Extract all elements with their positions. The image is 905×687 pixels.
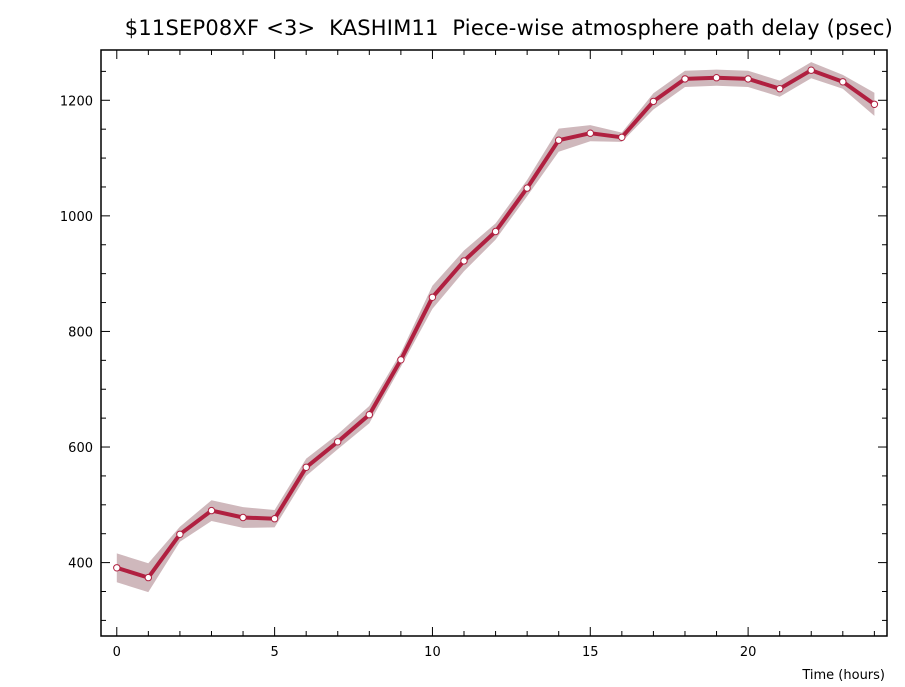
data-point xyxy=(744,75,752,83)
x-tick-label: 10 xyxy=(424,645,441,660)
data-point xyxy=(113,564,121,572)
data-point xyxy=(428,293,437,301)
x-tick-label: 5 xyxy=(270,645,278,660)
data-point xyxy=(334,438,342,446)
data-point xyxy=(555,136,563,144)
chart-title: $11SEP08XF <3> KASHIM11 Piece-wise atmos… xyxy=(124,16,893,40)
data-point xyxy=(302,463,310,471)
series-line-layer xyxy=(116,68,876,580)
data-point xyxy=(460,257,468,265)
data-point xyxy=(523,184,531,192)
x-tick-label: 20 xyxy=(740,645,757,660)
uncertainty-band-0 xyxy=(116,62,875,593)
uncertainty-band-layer xyxy=(116,62,875,593)
data-point xyxy=(239,513,247,522)
data-point xyxy=(649,97,658,106)
axis-ticks: 0 5 10 15 20 400 600 800 1000 1200 xyxy=(60,50,887,660)
data-point xyxy=(712,74,721,82)
data-point xyxy=(870,100,879,109)
data-point xyxy=(618,133,626,142)
data-point xyxy=(807,66,815,74)
data-point xyxy=(776,85,784,93)
series-line-0 xyxy=(116,68,876,580)
x-tick-label: 0 xyxy=(113,645,121,660)
data-point xyxy=(207,506,216,515)
plot-frame-rect xyxy=(100,49,888,637)
data-points xyxy=(113,66,879,582)
y-tick-label: 600 xyxy=(68,441,93,456)
data-point xyxy=(270,515,279,523)
y-tick-label: 1000 xyxy=(60,210,93,225)
data-point xyxy=(681,75,689,83)
data-point xyxy=(491,227,500,236)
data-point xyxy=(365,411,373,419)
data-point xyxy=(176,530,184,538)
x-tick-label: 15 xyxy=(582,645,599,660)
y-tick-label: 1200 xyxy=(60,94,93,109)
data-point xyxy=(586,129,594,137)
plot-frame xyxy=(100,49,888,637)
data-point xyxy=(144,573,153,582)
y-tick-label: 400 xyxy=(68,557,93,572)
data-point xyxy=(839,78,847,86)
y-tick-label: 800 xyxy=(68,325,93,340)
x-axis-label: Time (hours) xyxy=(801,668,885,683)
data-point xyxy=(397,356,405,364)
